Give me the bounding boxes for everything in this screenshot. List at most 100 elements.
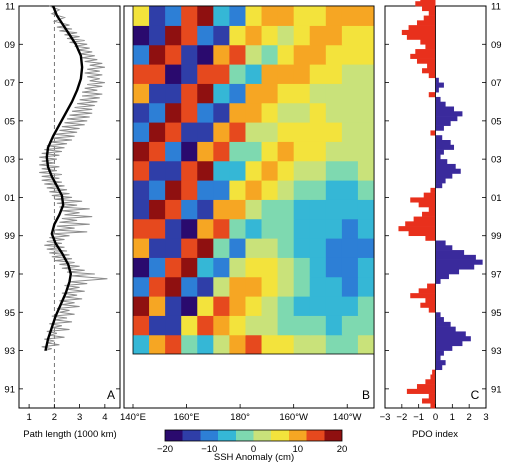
heatmap-cell: [229, 199, 247, 220]
pdo-bar: [435, 178, 446, 184]
heatmap-cell: [261, 276, 279, 297]
heatmap-cell: [309, 102, 327, 123]
heatmap-cell: [213, 296, 230, 316]
heatmap-cell: [277, 218, 295, 239]
heatmap-cell: [197, 218, 214, 239]
pdo-bar: [430, 403, 436, 409]
heatmap-cell: [293, 141, 311, 162]
panel-c-x-tick-label: −2: [396, 412, 407, 423]
pdo-bar: [423, 15, 436, 21]
heatmap-cell: [325, 141, 343, 162]
heatmap-cell: [149, 25, 166, 46]
heatmap-cell: [293, 334, 311, 354]
smoothed-path-length-line: [44, 5, 84, 351]
pdo-bar: [425, 379, 436, 385]
heatmap-cell: [325, 83, 343, 104]
pdo-bar: [416, 20, 436, 26]
panel-b-axes: 140°E 160°E 180° 160°W 140°W: [120, 404, 362, 423]
heatmap-cell: [357, 218, 374, 239]
heatmap-cell: [357, 83, 374, 104]
heatmap-cell: [341, 218, 359, 239]
heatmap-cell: [245, 83, 263, 104]
heatmap-cell: [133, 64, 150, 84]
heatmap-cell: [213, 64, 230, 84]
heatmap-cell: [357, 276, 374, 297]
panel-a-y-tick-label: 11: [5, 2, 15, 13]
heatmap-cell: [245, 315, 263, 336]
pdo-bar: [405, 221, 436, 227]
heatmap-cell: [293, 44, 311, 65]
heatmap-cell: [165, 141, 182, 162]
heatmap-cell: [213, 160, 230, 181]
pdo-bar: [435, 278, 441, 284]
pdo-bar: [435, 254, 476, 260]
heatmap-cell: [261, 180, 279, 200]
heatmap-cell: [325, 122, 343, 142]
heatmap-cell: [309, 25, 327, 46]
panel-c-x-axis-label: PDO index: [412, 429, 458, 440]
pdo-bar: [435, 154, 441, 160]
heatmap-cell: [165, 122, 182, 142]
heatmap-cell: [277, 257, 295, 278]
heatmap-cell: [181, 257, 198, 278]
pdo-bar: [435, 96, 441, 103]
heatmap-cell: [149, 315, 166, 336]
heatmap-cell: [133, 199, 150, 220]
heatmap-cell: [165, 334, 182, 354]
heatmap-cell: [325, 160, 343, 181]
heatmap-cell: [293, 199, 311, 220]
heatmap-cell: [245, 122, 263, 142]
pdo-bar: [428, 207, 436, 213]
panel-a-axes: 1 2 3 4 91 93 95 97 99 01 03 05 07 09 11: [4, 2, 120, 423]
heatmap-cell: [133, 218, 150, 239]
pdo-bar: [422, 6, 436, 12]
heatmap-cell: [245, 102, 263, 123]
pdo-bar: [428, 393, 436, 399]
heatmap-cell: [309, 334, 327, 354]
heatmap-cell: [213, 141, 230, 162]
heatmap-cell: [213, 276, 230, 297]
heatmap-cell: [197, 141, 214, 162]
pdo-bar: [435, 245, 453, 251]
pdo-bar: [420, 39, 436, 45]
heatmap-cell: [197, 44, 214, 65]
panel-c-y-tick-label: 03: [491, 155, 502, 166]
heatmap-cell: [293, 218, 311, 239]
panel-c-bars: [398, 0, 483, 409]
heatmap-cell: [309, 122, 327, 142]
heatmap-cell: [197, 180, 214, 200]
heatmap-cell: [197, 238, 214, 258]
heatmap-cell: [133, 160, 150, 181]
heatmap-cell: [181, 64, 198, 84]
panel-b-x-tick-label: 180°: [230, 412, 250, 423]
panel-c-y-tick-label: 99: [491, 231, 502, 242]
heatmap-cell: [261, 44, 279, 65]
heatmap-cell: [197, 122, 214, 142]
heatmap-cell: [357, 44, 374, 65]
heatmap-cell: [277, 160, 295, 181]
heatmap-cell: [357, 160, 374, 181]
heatmap-cell: [213, 257, 230, 278]
pdo-bar: [428, 73, 436, 79]
panel-a-y-tick-label: 09: [4, 40, 15, 51]
pdo-bar: [418, 202, 436, 208]
heatmap-cell: [309, 6, 327, 26]
heatmap-cell: [149, 180, 166, 200]
heatmap-cell: [245, 160, 263, 181]
heatmap-cell: [341, 6, 359, 26]
pdo-bar: [415, 49, 436, 55]
heatmap-cell: [165, 64, 182, 84]
panel-c-y-tick-label: 11: [491, 2, 501, 13]
heatmap-cell: [309, 199, 327, 220]
heatmap-cell: [293, 6, 311, 26]
heatmap-cell: [277, 83, 295, 104]
heatmap-cell: [149, 122, 166, 142]
pdo-bar: [435, 116, 458, 122]
colorbar-label: SSH Anomaly (cm): [214, 452, 294, 463]
heatmap-cell: [213, 25, 230, 46]
heatmap-cell: [245, 296, 263, 316]
heatmap-cell: [213, 102, 230, 123]
heatmap-cell: [133, 334, 150, 354]
panel-c-label: C: [471, 388, 480, 402]
